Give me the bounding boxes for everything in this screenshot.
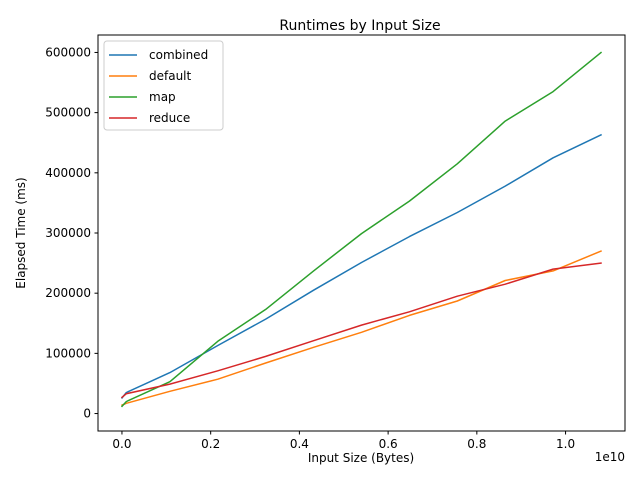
- legend-label-combined: combined: [149, 48, 208, 62]
- x-tick-label: 0.8: [467, 437, 486, 451]
- axis-ticks: 0.0 0.2 0.4 0.6 0.8 1.0 0 100000 200000 300000 400…: [45, 45, 575, 451]
- chart-title: Runtimes by Input Size: [279, 18, 440, 34]
- y-tick-label: 600000: [45, 45, 91, 59]
- series-line-reduce: [120, 262, 602, 399]
- legend-label-default: default: [149, 69, 192, 83]
- y-tick-label: 300000: [45, 226, 91, 240]
- x-axis-label: Input Size (Bytes): [308, 451, 414, 465]
- series-lines: [120, 51, 603, 408]
- series-line-combined: [120, 133, 603, 399]
- legend-label-map: map: [149, 90, 176, 104]
- legend: combined default map reduce: [103, 40, 224, 131]
- series-line-default: [121, 250, 602, 407]
- plot-frame: [97, 34, 626, 432]
- legend-box: [103, 40, 224, 131]
- y-axis-label: Elapsed Time (ms): [14, 177, 28, 288]
- legend-label-reduce: reduce: [149, 111, 190, 125]
- x-tick-label: 0.0: [112, 437, 131, 451]
- x-offset-label: 1e10: [595, 450, 625, 464]
- y-tick-label: 400000: [45, 166, 91, 180]
- y-tick-label: 100000: [45, 346, 91, 360]
- x-tick-label: 0.6: [379, 437, 398, 451]
- y-tick-label: 200000: [45, 286, 91, 300]
- y-tick-label: 0: [83, 407, 91, 421]
- x-tick-label: 0.4: [290, 437, 309, 451]
- y-tick-label: 500000: [45, 106, 91, 120]
- x-tick-label: 0.2: [201, 437, 220, 451]
- x-tick-label: 1.0: [556, 437, 575, 451]
